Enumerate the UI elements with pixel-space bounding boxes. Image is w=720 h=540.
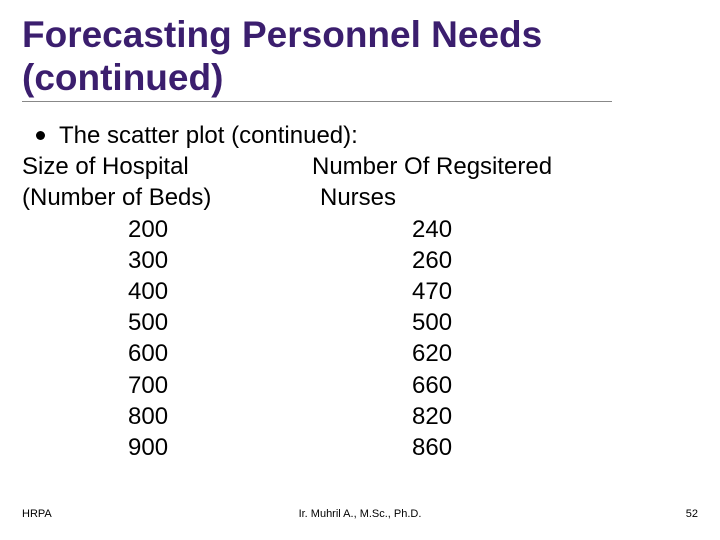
cell-beds: 900 <box>22 432 412 463</box>
cell-nurses: 860 <box>412 432 532 463</box>
slide-title: Forecasting Personnel Needs (continued) <box>22 14 612 102</box>
cell-beds: 800 <box>22 401 412 432</box>
column-headers: Size of Hospital (Number of Beds) Number… <box>22 151 698 213</box>
table-row: 300 260 <box>22 245 698 276</box>
cell-beds: 700 <box>22 370 412 401</box>
cell-nurses: 660 <box>412 370 532 401</box>
footer-right: 52 <box>686 508 698 520</box>
cell-beds: 500 <box>22 307 412 338</box>
cell-nurses: 260 <box>412 245 532 276</box>
bullet-item: The scatter plot (continued): <box>22 120 698 151</box>
bullet-text: The scatter plot (continued): <box>59 120 358 151</box>
cell-nurses: 470 <box>412 276 532 307</box>
cell-beds: 200 <box>22 214 412 245</box>
table-row: 400 470 <box>22 276 698 307</box>
cell-beds: 600 <box>22 338 412 369</box>
left-header-line1: Size of Hospital <box>22 151 312 182</box>
data-table: 200 240 300 260 400 470 500 500 600 620 … <box>22 214 698 464</box>
cell-beds: 400 <box>22 276 412 307</box>
cell-nurses: 620 <box>412 338 532 369</box>
cell-nurses: 240 <box>412 214 532 245</box>
left-header-line2: (Number of Beds) <box>22 182 312 213</box>
right-column-header: Number Of Regsitered Nurses <box>312 151 698 213</box>
bullet-icon <box>36 131 45 140</box>
table-row: 900 860 <box>22 432 698 463</box>
table-row: 800 820 <box>22 401 698 432</box>
left-column-header: Size of Hospital (Number of Beds) <box>22 151 312 213</box>
right-header-line2: Nurses <box>312 182 698 213</box>
cell-beds: 300 <box>22 245 412 276</box>
footer-center: Ir. Muhril A., M.Sc., Ph.D. <box>299 508 422 520</box>
table-row: 700 660 <box>22 370 698 401</box>
table-row: 500 500 <box>22 307 698 338</box>
slide-body: The scatter plot (continued): Size of Ho… <box>22 120 698 463</box>
footer-left: HRPA <box>22 508 52 520</box>
cell-nurses: 500 <box>412 307 532 338</box>
table-row: 200 240 <box>22 214 698 245</box>
cell-nurses: 820 <box>412 401 532 432</box>
table-row: 600 620 <box>22 338 698 369</box>
slide: Forecasting Personnel Needs (continued) … <box>0 0 720 540</box>
right-header-line1: Number Of Regsitered <box>312 151 698 182</box>
